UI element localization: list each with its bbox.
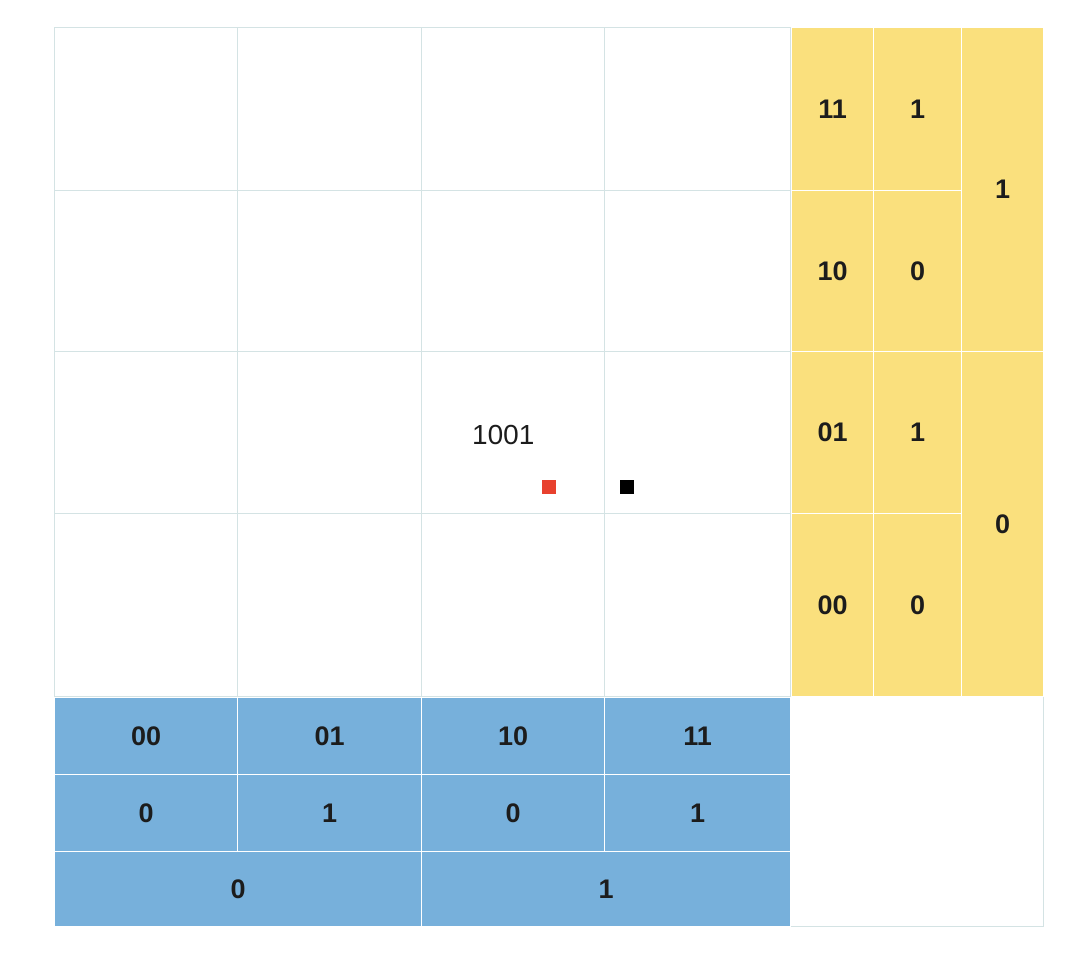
grid-cell: [54, 351, 238, 514]
column-header-label: 1: [321, 797, 338, 828]
row-header-l1: 0: [873, 190, 962, 352]
row-header-l2: 10: [791, 190, 874, 352]
column-header-label: 1: [689, 797, 706, 828]
row-header-label: 10: [817, 255, 848, 286]
row-header-label: 0: [994, 508, 1011, 539]
grid-cell: [604, 513, 791, 697]
empty-corner: [791, 697, 1044, 927]
row-header-l1: 0: [873, 513, 962, 697]
grid-cell: [54, 513, 238, 697]
column-header-label: 1: [598, 873, 614, 904]
grid-cell: [237, 351, 422, 514]
row-header-l2: 00: [791, 513, 874, 697]
column-header-label: 11: [683, 720, 712, 751]
row-header-l1: 1: [873, 351, 962, 514]
row-header-label: 1: [994, 174, 1011, 204]
grid-cell: [54, 190, 238, 352]
row-header-l1: 1: [873, 27, 962, 191]
grid-cell: [237, 27, 422, 191]
grid-cell: [421, 27, 605, 191]
column-header-l1: 1: [604, 774, 791, 852]
column-header-label: 01: [314, 720, 345, 751]
row-header-label: 0: [909, 589, 926, 620]
column-header-l1: 0: [54, 774, 238, 852]
diagram-frame: 1001 11 10 01 00 1 0 1 0 1: [54, 27, 1044, 927]
column-header-l0: 0: [54, 851, 422, 927]
column-header-l2: 11: [604, 697, 791, 775]
column-header-l2: 00: [54, 697, 238, 775]
grid-cell: [54, 27, 238, 191]
row-header-label: 1: [909, 93, 926, 124]
column-header-label: 0: [230, 873, 246, 904]
grid-cell: [237, 513, 422, 697]
red-marker: [542, 480, 556, 494]
row-header-label: 11: [818, 93, 847, 124]
row-header-label: 1: [909, 417, 926, 447]
column-header-label: 0: [138, 797, 154, 828]
row-header-label: 01: [817, 417, 848, 447]
column-header-l2: 01: [237, 697, 422, 775]
row-header-l2: 01: [791, 351, 874, 514]
cell-label: 1001: [472, 419, 535, 450]
row-header-label: 0: [909, 255, 926, 286]
grid-cell: [604, 190, 791, 352]
row-header-l0: 1: [961, 27, 1044, 352]
column-header-l1: 1: [237, 774, 422, 852]
main-grid: 1001: [54, 27, 791, 697]
column-header-l0: 1: [421, 851, 791, 927]
row-header-l2: 11: [791, 27, 874, 191]
column-header-label: 0: [505, 797, 521, 828]
grid-cell: [604, 27, 791, 191]
column-header-label: 10: [497, 720, 529, 751]
black-marker: [620, 480, 634, 494]
grid-cell: [237, 190, 422, 352]
grid-cell: [421, 513, 605, 697]
column-header-l2: 10: [421, 697, 605, 775]
row-header-label: 00: [817, 589, 848, 620]
grid-cell: [421, 190, 605, 352]
column-header-label: 00: [130, 720, 162, 751]
row-header-l0: 0: [961, 351, 1044, 697]
column-header-l1: 0: [421, 774, 605, 852]
